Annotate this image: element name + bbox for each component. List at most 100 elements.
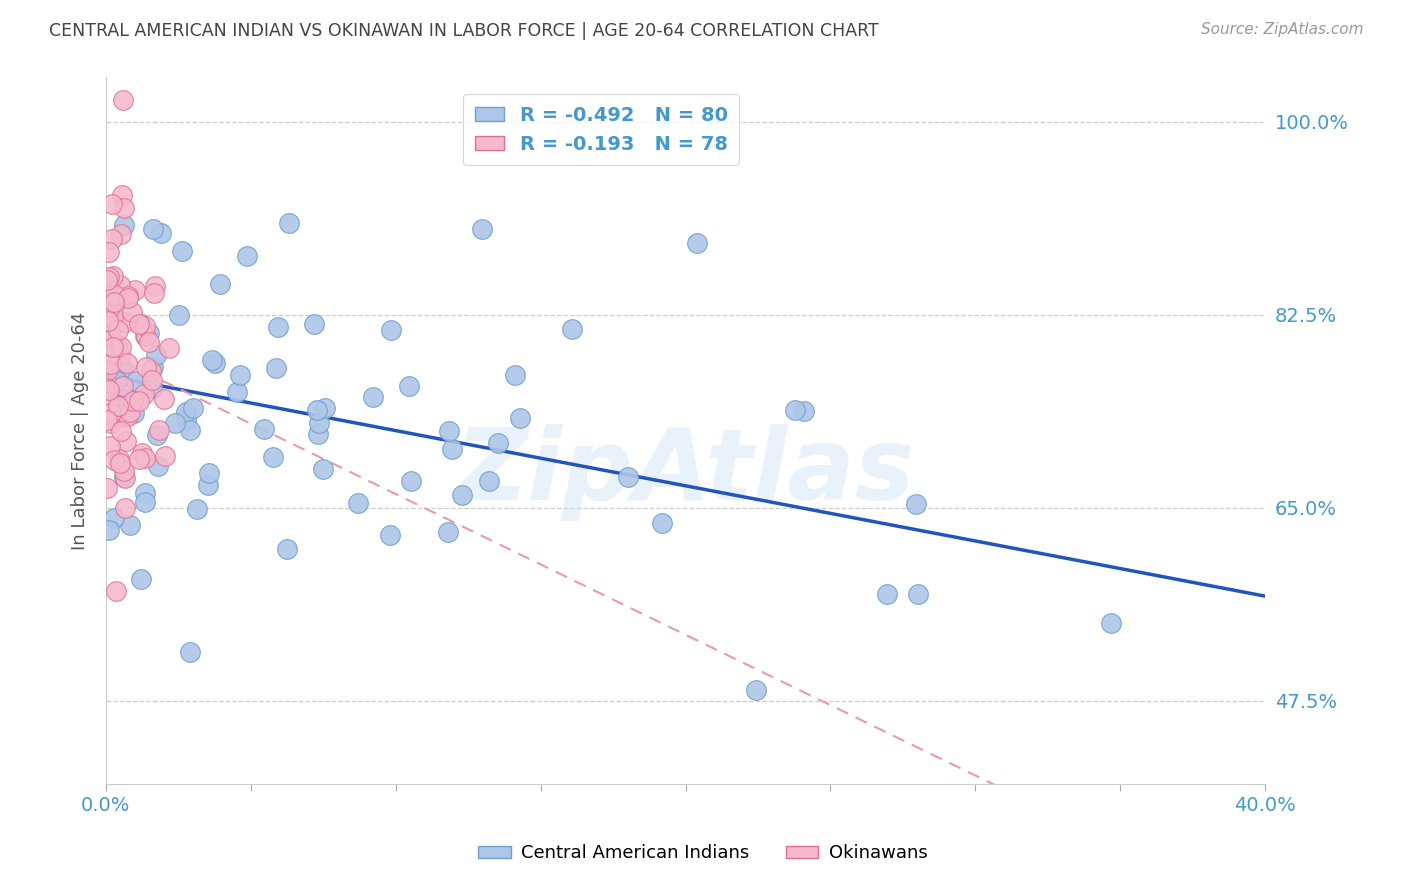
Point (108, 456, 131, 470)
Point (97, 523, 120, 537)
Point (314, 401, 336, 415)
Point (134, 451, 156, 466)
Point (110, 340, 132, 354)
Point (96, 273, 118, 287)
Point (128, 394, 150, 409)
Point (103, 294, 125, 309)
Point (108, 290, 131, 304)
Point (110, 424, 132, 438)
Point (107, 323, 129, 337)
Point (134, 318, 156, 333)
Point (745, 682, 768, 697)
Point (110, 227, 132, 241)
Point (138, 335, 160, 350)
Point (146, 428, 169, 442)
Point (478, 474, 501, 488)
Point (264, 360, 287, 375)
Point (98, 383, 121, 397)
Point (103, 453, 125, 467)
Point (904, 497, 927, 511)
Point (100, 406, 122, 420)
Point (503, 368, 526, 382)
Point (117, 409, 139, 424)
Point (104, 288, 127, 302)
Point (139, 364, 162, 378)
Point (174, 405, 197, 419)
Point (118, 405, 141, 419)
Point (561, 322, 583, 336)
Point (437, 524, 460, 539)
Point (114, 471, 136, 485)
Point (179, 424, 201, 438)
Point (96, 481, 118, 495)
Point (143, 279, 166, 293)
Point (100, 197, 122, 211)
Point (262, 450, 284, 464)
Point (686, 236, 709, 251)
Point (131, 446, 153, 460)
Point (226, 384, 249, 399)
Point (785, 403, 807, 417)
Point (437, 424, 460, 438)
Point (128, 452, 150, 467)
Point (134, 485, 156, 500)
Point (129, 573, 152, 587)
Point (107, 399, 129, 413)
Point (179, 645, 201, 659)
Point (124, 283, 146, 297)
Point (174, 413, 197, 427)
Point (148, 423, 170, 437)
Legend: Central American Indians, Okinawans: Central American Indians, Okinawans (471, 838, 935, 870)
Point (138, 326, 160, 340)
Point (181, 401, 204, 415)
Point (471, 222, 494, 236)
Point (101, 309, 124, 323)
Point (398, 379, 420, 393)
Point (302, 317, 325, 331)
Point (101, 340, 124, 354)
Point (101, 346, 124, 360)
Y-axis label: In Labor Force | Age 20-64: In Labor Force | Age 20-64 (72, 311, 89, 549)
Point (96, 364, 118, 378)
Point (112, 464, 135, 478)
Point (122, 393, 145, 408)
Point (100, 334, 122, 348)
Point (96, 413, 118, 427)
Point (197, 478, 219, 492)
Point (108, 451, 131, 466)
Point (114, 315, 136, 329)
Text: CENTRAL AMERICAN INDIAN VS OKINAWAN IN LABOR FORCE | AGE 20-64 CORRELATION CHART: CENTRAL AMERICAN INDIAN VS OKINAWAN IN L… (49, 22, 879, 40)
Point (793, 404, 815, 418)
Point (97, 269, 120, 284)
Point (97, 314, 120, 328)
Point (103, 510, 125, 524)
Point (451, 488, 474, 502)
Point (112, 470, 135, 484)
Point (135, 329, 157, 343)
Point (100, 333, 122, 347)
Point (112, 93, 135, 107)
Point (253, 422, 276, 436)
Point (201, 353, 224, 368)
Point (236, 248, 259, 262)
Point (124, 406, 146, 420)
Point (105, 374, 128, 388)
Point (112, 407, 135, 421)
Point (98, 383, 121, 397)
Point (115, 356, 138, 370)
Point (117, 392, 139, 406)
Point (135, 359, 157, 374)
Point (157, 341, 180, 355)
Point (1099, 615, 1122, 630)
Point (103, 289, 125, 303)
Point (96, 381, 118, 395)
Point (100, 323, 122, 337)
Point (104, 583, 127, 598)
Point (509, 411, 531, 425)
Point (380, 528, 402, 542)
Point (100, 416, 122, 430)
Point (150, 226, 173, 240)
Point (128, 317, 150, 331)
Point (98, 244, 121, 259)
Point (132, 387, 155, 401)
